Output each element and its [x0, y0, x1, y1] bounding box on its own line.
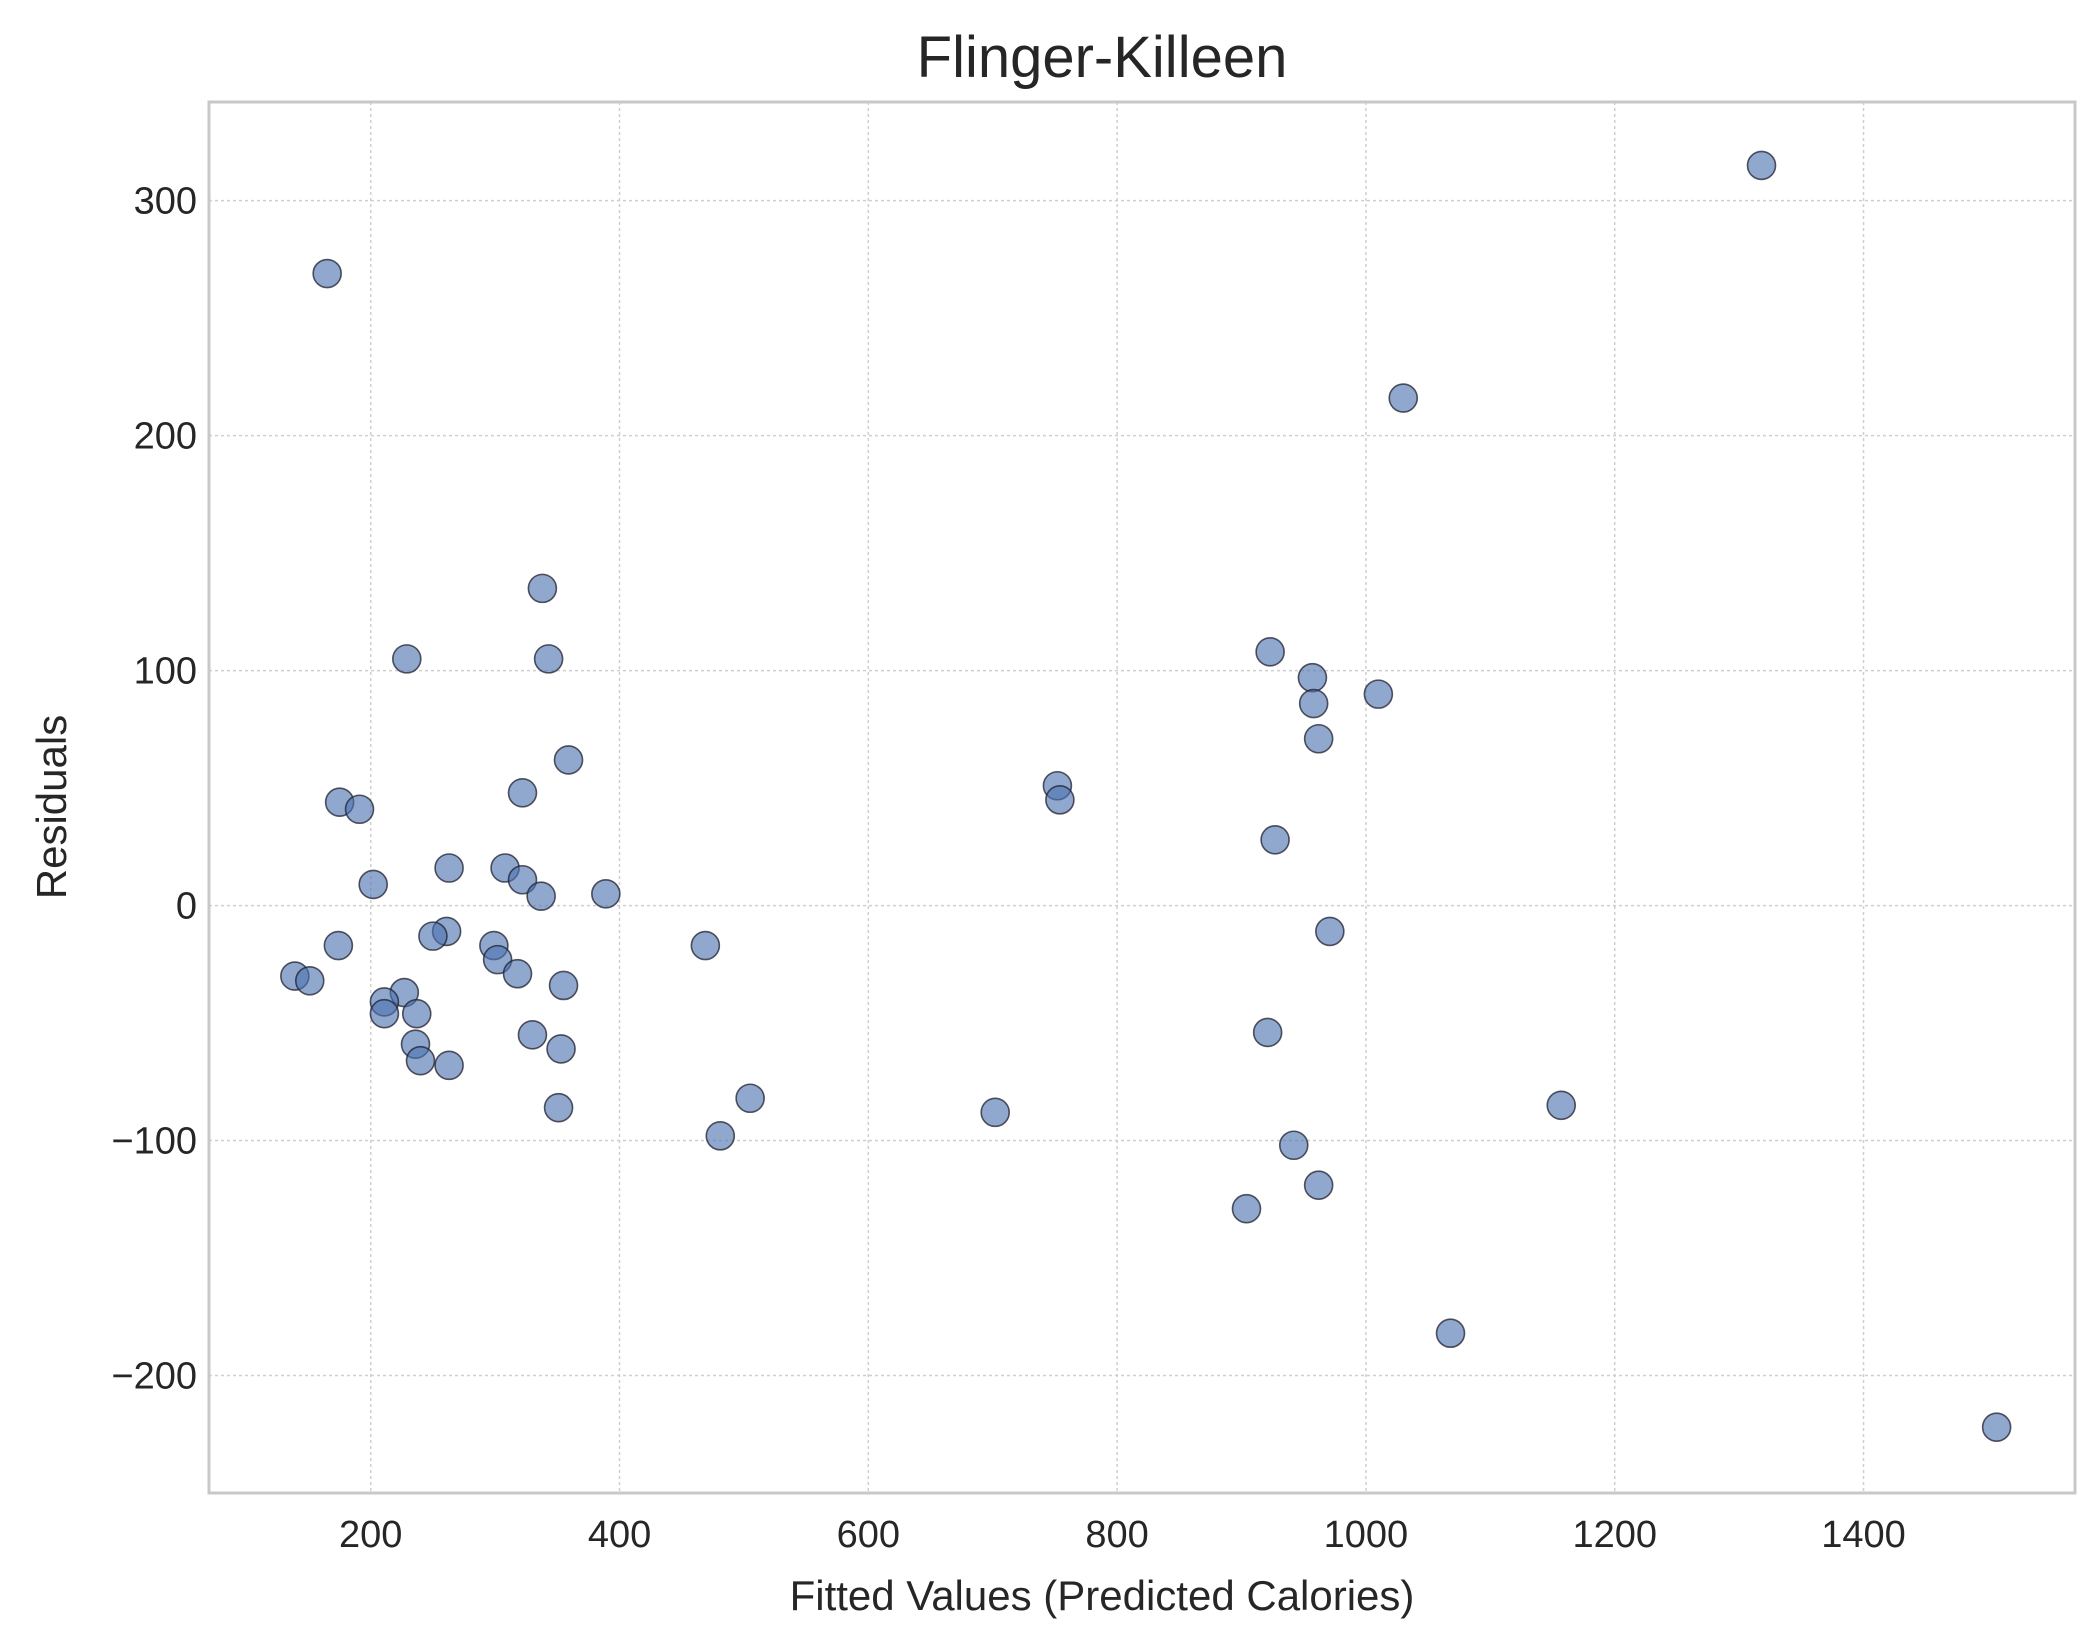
y-tick-label: 300	[134, 181, 197, 223]
data-point	[507, 864, 538, 895]
data-point	[1315, 916, 1345, 947]
x-tick-label: 1200	[1572, 1514, 1657, 1556]
data-point	[591, 879, 621, 909]
y-tick-label: −100	[111, 1121, 197, 1163]
data-point	[391, 644, 422, 674]
data-point	[1435, 1318, 1466, 1349]
data-point	[1260, 824, 1290, 855]
x-tick-label: 600	[837, 1514, 900, 1556]
data-point	[1388, 383, 1419, 413]
y-tick-label: 100	[134, 651, 197, 693]
data-point	[735, 1083, 765, 1114]
x-axis-ticks: 200 400 600 800 1000 1200 1400	[339, 1514, 1906, 1556]
grid-lines	[209, 102, 2075, 1493]
x-tick-label: 400	[588, 1514, 651, 1556]
x-tick-label: 1000	[1324, 1514, 1409, 1556]
data-point	[546, 1034, 576, 1064]
data-point	[358, 869, 389, 900]
data-point	[1252, 1017, 1283, 1048]
data-point	[1278, 1130, 1309, 1161]
data-point	[1298, 688, 1329, 719]
data-point	[1546, 1090, 1577, 1121]
data-point	[312, 258, 342, 289]
data-point	[344, 794, 375, 825]
data-point	[418, 921, 448, 951]
chart-title: Flinger-Killeen	[917, 25, 1288, 90]
data-point	[527, 573, 558, 604]
x-tick-label: 1400	[1821, 1514, 1906, 1556]
data-points	[280, 150, 2012, 1443]
data-point	[502, 958, 533, 989]
data-point	[434, 853, 464, 883]
data-point	[690, 930, 721, 961]
data-point	[980, 1097, 1011, 1128]
x-tick-label: 200	[339, 1514, 402, 1556]
data-point	[548, 970, 579, 1001]
plot-area-frame	[207, 100, 2077, 1495]
data-point	[517, 1020, 548, 1050]
data-point	[1255, 637, 1285, 667]
data-point	[1045, 785, 1075, 815]
data-point	[1297, 662, 1328, 693]
y-tick-label: −200	[111, 1356, 197, 1398]
data-point	[1981, 1412, 2012, 1443]
data-point	[1746, 150, 1777, 181]
data-point	[1303, 723, 1334, 754]
data-point	[405, 1045, 436, 1076]
data-point	[543, 1092, 574, 1123]
y-tick-label: 0	[176, 886, 197, 928]
data-point	[434, 1050, 464, 1081]
data-point	[294, 965, 325, 996]
data-point	[1363, 679, 1394, 709]
x-tick-label: 800	[1085, 1514, 1148, 1556]
data-point	[401, 998, 432, 1029]
data-point	[553, 745, 584, 775]
data-point	[369, 998, 400, 1029]
data-point	[507, 778, 538, 808]
y-axis-ticks: −200 −100 0 100 200 300	[111, 181, 197, 1398]
data-point	[526, 881, 556, 911]
data-point	[1303, 1170, 1334, 1200]
y-axis-label: Residuals	[28, 715, 75, 899]
data-point	[1231, 1193, 1262, 1224]
data-point	[323, 930, 354, 961]
data-point	[533, 644, 564, 674]
x-axis-label: Fitted Values (Predicted Calories)	[790, 1572, 1415, 1619]
y-tick-label: 200	[134, 416, 197, 458]
data-point	[705, 1121, 736, 1151]
